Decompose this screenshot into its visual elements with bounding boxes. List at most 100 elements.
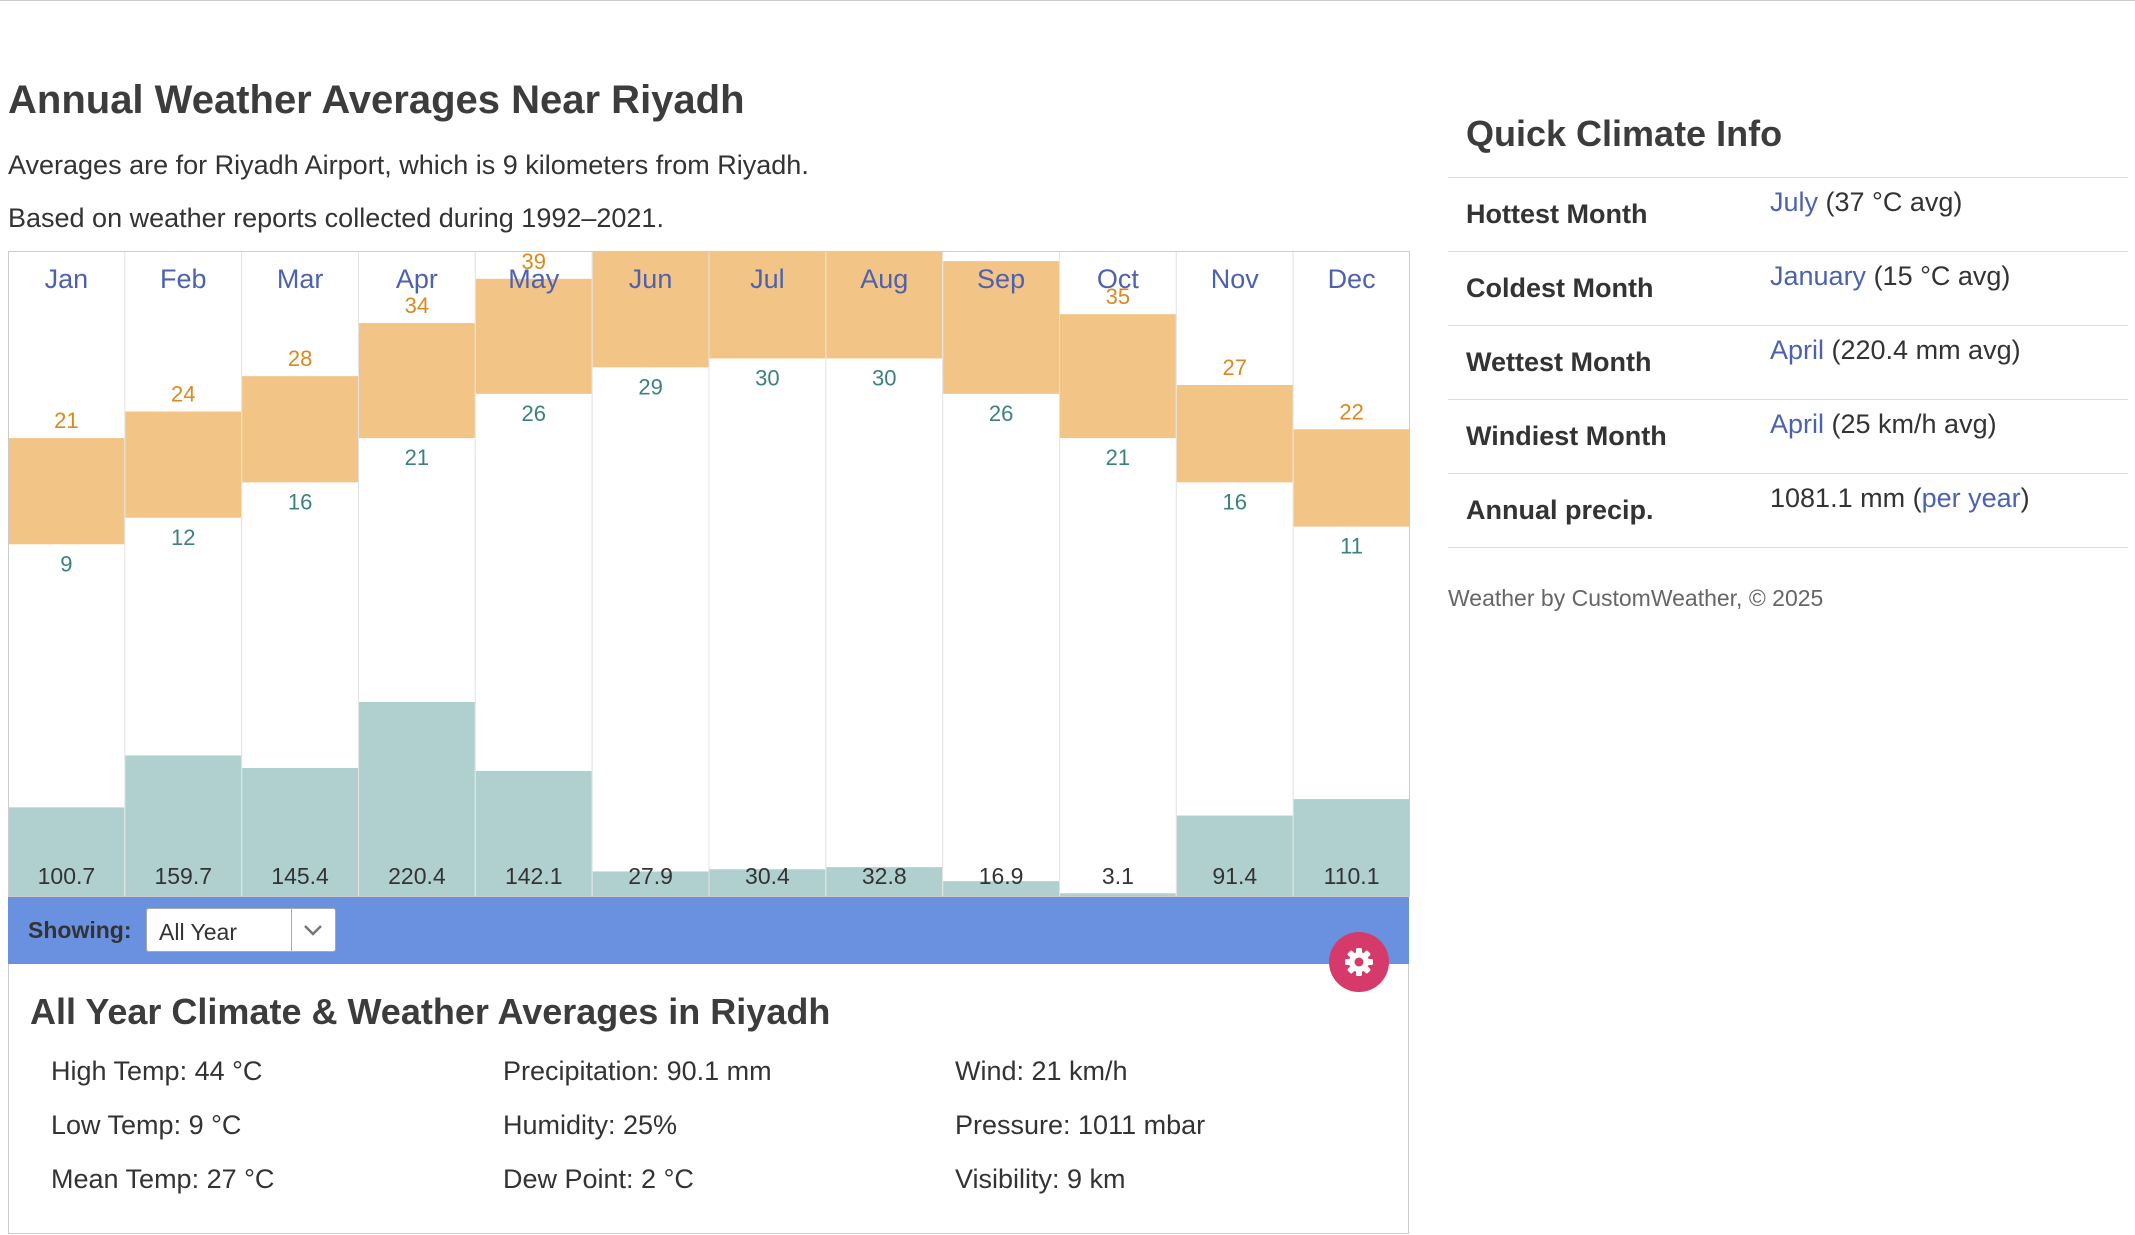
qci-row-wettest: Wettest Month April (220.4 mm avg) — [1448, 326, 2128, 400]
quick-climate-title: Quick Climate Info — [1466, 113, 1783, 154]
low-temp-label: 16 — [1223, 489, 1247, 514]
temp-range-bar — [475, 278, 592, 394]
stat-dew-point: Dew Point: 2 °C — [503, 1164, 694, 1194]
stat-high-temp: High Temp: 44 °C — [51, 1056, 263, 1086]
quick-climate-table: Hottest Month July (37 °C avg) Coldest M… — [1448, 177, 2128, 548]
temp-range-bar — [1176, 385, 1293, 483]
precip-label: 159.7 — [154, 863, 212, 889]
low-temp-label: 30 — [755, 365, 779, 390]
high-temp-label: 41 — [989, 251, 1013, 256]
month-label: May — [508, 264, 560, 294]
temp-range-bar — [1060, 314, 1176, 439]
wettest-month-link[interactable]: April — [1770, 335, 1825, 365]
month-column — [708, 251, 827, 897]
stat-mean-temp: Mean Temp: 27 °C — [51, 1164, 275, 1194]
period-select[interactable]: All Year — [146, 908, 336, 952]
qci-row-windiest: Windiest Month April (25 km/h avg) — [1448, 400, 2128, 474]
temp-range-bar — [826, 251, 943, 359]
precip-bar — [943, 881, 1059, 896]
month-column — [1292, 251, 1410, 897]
precip-label: 16.9 — [979, 863, 1024, 889]
precip-label: 3.1 — [1102, 863, 1134, 889]
high-temp-label: 27 — [1223, 355, 1247, 380]
chart-frame — [8, 251, 1410, 897]
settings-button[interactable] — [1329, 932, 1389, 992]
windiest-month-link[interactable]: April — [1770, 409, 1825, 439]
high-temp-label: 21 — [54, 408, 78, 433]
low-temp-label: 30 — [872, 365, 896, 390]
high-temp-label: 22 — [1339, 399, 1363, 424]
temp-range-bar — [242, 376, 358, 483]
qci-value: January (15 °C avg) — [1770, 261, 2010, 292]
gear-icon — [1345, 948, 1373, 976]
stat-humidity: Humidity: 25% — [503, 1110, 678, 1140]
low-temp-label: 26 — [989, 401, 1013, 426]
month-label: Mar — [277, 264, 324, 294]
qci-value-text: (25 km/h avg) — [1824, 409, 1997, 439]
per-year-link[interactable]: per year — [1921, 483, 2021, 513]
chevron-down-icon[interactable] — [291, 909, 335, 951]
precip-label: 30.4 — [745, 863, 790, 889]
qci-row-annual-precip: Annual precip. 1081.1 mm (per year) — [1448, 474, 2128, 548]
stat-visibility: Visibility: 9 km — [955, 1164, 1126, 1194]
stat-precipitation: Precipitation: 90.1 mm — [503, 1056, 772, 1086]
qci-label: Annual precip. — [1466, 495, 1654, 525]
weather-credit: Weather by CustomWeather, © 2025 — [1448, 585, 1824, 611]
period-select-value: All Year — [159, 919, 238, 945]
qci-row-hottest: Hottest Month July (37 °C avg) — [1448, 178, 2128, 252]
low-temp-label: 26 — [522, 401, 546, 426]
climate-chart: Jan 21 9 100.7 Feb 24 12 159.7 Mar 28 16 145.4 Apr34… — [8, 251, 1410, 897]
temp-range-bar — [592, 251, 709, 368]
qci-label: Wettest Month — [1466, 347, 1652, 377]
month-column — [8, 251, 126, 897]
qci-label: Windiest Month — [1466, 421, 1667, 451]
precip-bar — [1293, 799, 1410, 896]
high-temp-label: 34 — [405, 293, 429, 318]
low-temp-label: 12 — [171, 525, 195, 550]
qci-value: July (37 °C avg) — [1770, 187, 1962, 218]
precip-bar — [1176, 815, 1293, 896]
precip-bar — [826, 867, 943, 896]
temp-range-bar — [125, 411, 242, 518]
low-temp-label: 11 — [1340, 534, 1363, 559]
coldest-month-link[interactable]: January — [1770, 261, 1867, 291]
temp-range-bar — [943, 261, 1059, 394]
high-temp-label: 39 — [522, 251, 546, 274]
month-label: Oct — [1097, 264, 1140, 294]
precip-bar — [8, 807, 125, 896]
month-label: Aug — [860, 264, 908, 294]
precip-bar — [1060, 893, 1176, 896]
qci-value: April (220.4 mm avg) — [1770, 335, 2021, 366]
station-note: Averages are for Riyadh Airport, which i… — [8, 150, 809, 180]
temp-range-bar — [8, 438, 125, 545]
precip-label: 110.1 — [1324, 863, 1380, 889]
month-label: Sep — [977, 264, 1025, 294]
showing-bar: Showing: All Year — [8, 897, 1409, 964]
high-temp-label: 35 — [1106, 284, 1130, 309]
month-label: Feb — [160, 264, 207, 294]
month-label: Apr — [396, 264, 438, 294]
low-temp-label: 16 — [288, 489, 312, 514]
qci-label: Coldest Month — [1466, 273, 1654, 303]
precip-bar — [125, 755, 242, 896]
summary-title: All Year Climate & Weather Averages in R… — [30, 991, 831, 1032]
precip-label: 27.9 — [628, 863, 673, 889]
hottest-month-link[interactable]: July — [1770, 187, 1819, 217]
temp-range-bar — [709, 251, 826, 359]
qci-value-text: 1081.1 mm ( — [1770, 483, 1922, 513]
precip-bar — [592, 871, 709, 896]
precip-label: 142.1 — [505, 863, 563, 889]
temp-range-bar — [1293, 429, 1410, 527]
low-temp-label: 21 — [1106, 445, 1130, 470]
qci-value-text: ) — [2020, 483, 2030, 513]
month-label: Jan — [45, 264, 89, 294]
qci-value: April (25 km/h avg) — [1770, 409, 1997, 440]
precip-label: 32.8 — [862, 863, 907, 889]
month-label: Nov — [1211, 264, 1260, 294]
month-label: Dec — [1328, 264, 1376, 294]
qci-value: 1081.1 mm (per year) — [1770, 483, 2030, 514]
qci-value-text: (37 °C avg) — [1818, 187, 1963, 217]
low-temp-label: 21 — [405, 445, 429, 470]
month-label: Jun — [629, 264, 673, 294]
top-divider — [0, 0, 2135, 1]
